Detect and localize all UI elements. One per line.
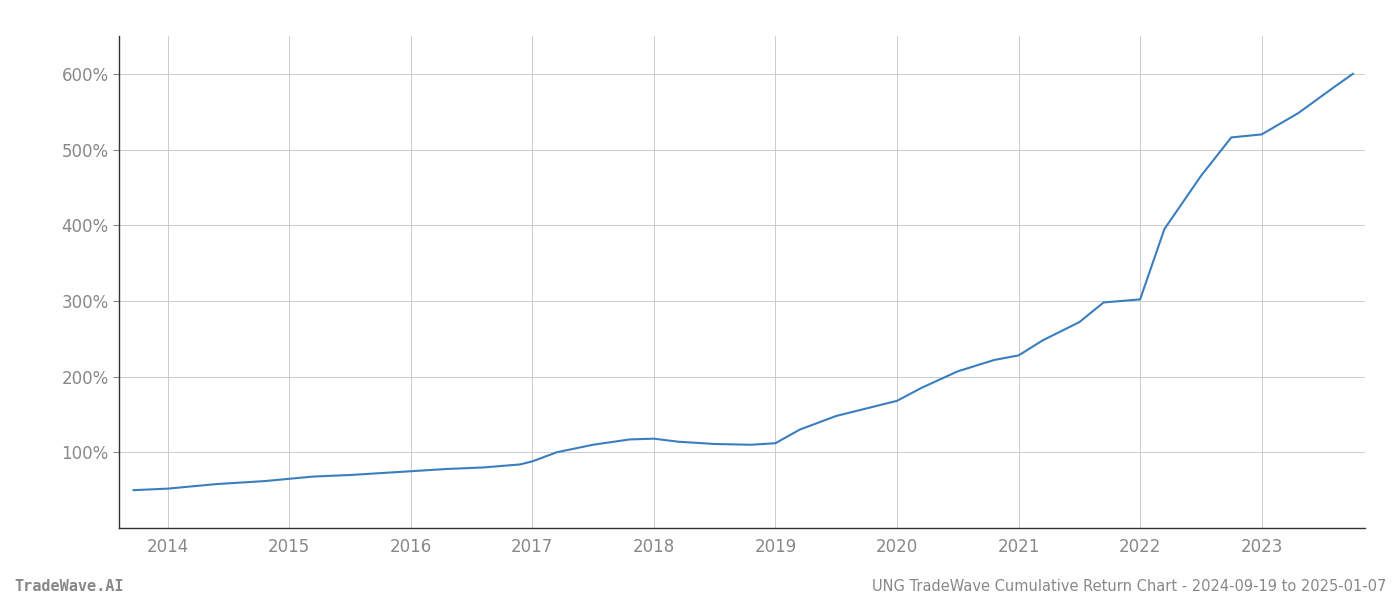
Text: UNG TradeWave Cumulative Return Chart - 2024-09-19 to 2025-01-07: UNG TradeWave Cumulative Return Chart - … [872,579,1386,594]
Text: TradeWave.AI: TradeWave.AI [14,579,123,594]
